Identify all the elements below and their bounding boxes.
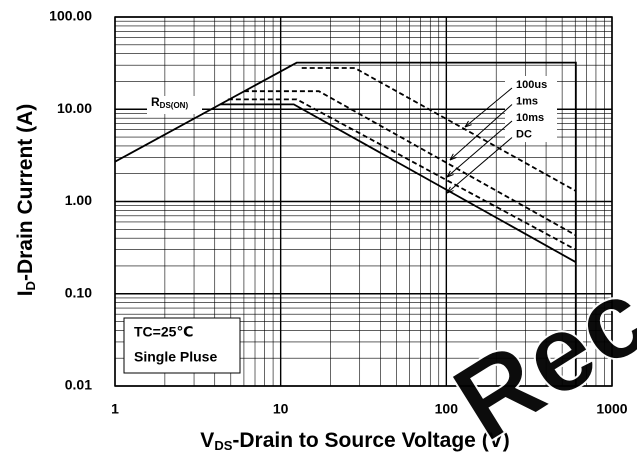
y-tick-label: 100.00: [49, 8, 92, 24]
arrow-head: [446, 170, 454, 178]
x-tick-label: 1: [111, 401, 119, 417]
x-tick-label: 100: [435, 401, 459, 417]
series-label: DC: [516, 128, 532, 140]
rds-label: RDS(ON): [151, 95, 188, 110]
condition-text: Single Pluse: [134, 349, 217, 365]
y-axis-label: ID-Drain Current (A): [14, 104, 39, 297]
series-label: 10ms: [516, 112, 544, 124]
condition-text: TC=25℃: [134, 324, 193, 340]
arrow-line: [446, 137, 513, 194]
series-line: [243, 90, 577, 237]
y-tick-label: 0.01: [65, 377, 92, 393]
y-tick-label: 0.10: [65, 284, 92, 300]
x-tick-label: 1000: [596, 401, 627, 417]
series-label: 1ms: [516, 95, 538, 107]
x-label-main: V: [200, 429, 214, 452]
series-line: [219, 103, 577, 263]
x-label-sub: DS: [214, 438, 232, 453]
condition-box: [123, 317, 241, 374]
arrow-line: [446, 120, 513, 178]
arrow-head: [449, 153, 457, 161]
y-label-rest: -Drain Current (A): [14, 104, 37, 281]
label-box: [505, 76, 557, 142]
x-axis-label: VDS-Drain to Source Voltage (V): [200, 429, 509, 454]
rds-sub: DS(ON): [160, 101, 189, 110]
arrow-line: [449, 104, 513, 161]
x-label-rest: -Drain to Source Voltage (V): [232, 429, 509, 452]
series-label: 100us: [516, 79, 547, 91]
y-tick-label: 1.00: [65, 192, 92, 208]
y-label-sub: D: [23, 281, 38, 290]
series-line: [301, 67, 577, 192]
rds-label-bg: [147, 96, 202, 114]
series-line: [227, 98, 577, 251]
arrow-line: [464, 87, 513, 128]
arrow-head: [464, 120, 472, 128]
rds-main: R: [151, 95, 160, 109]
arrow-head: [446, 186, 454, 194]
series-line: [114, 61, 577, 386]
x-tick-label: 10: [273, 401, 289, 417]
y-label-main: I: [14, 290, 37, 296]
y-tick-label: 10.00: [57, 100, 92, 116]
